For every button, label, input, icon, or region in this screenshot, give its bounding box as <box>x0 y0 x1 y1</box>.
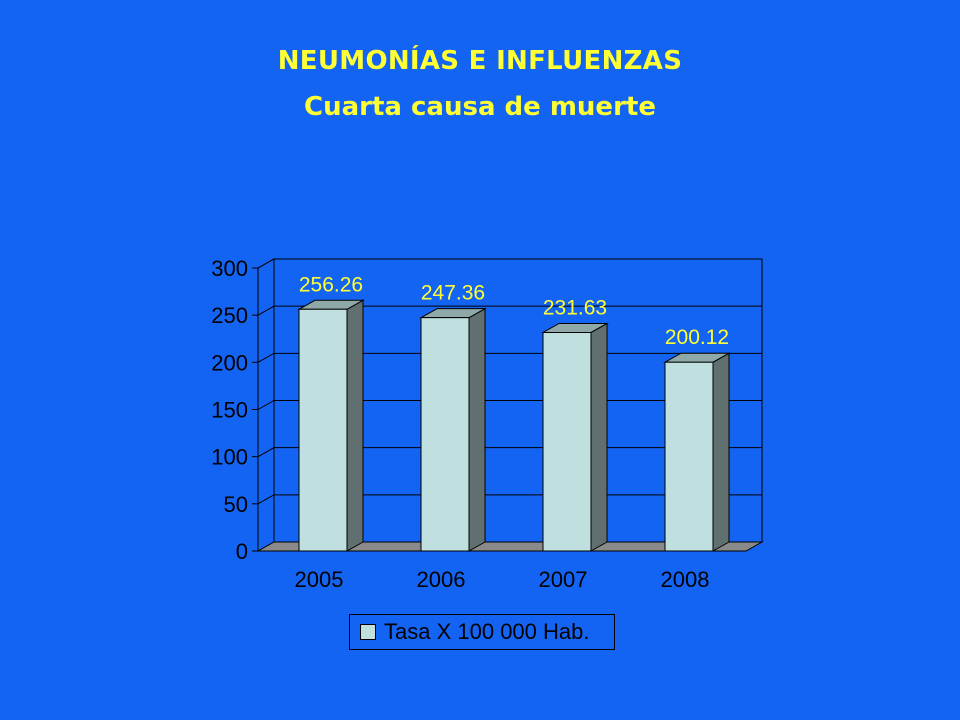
bar-side <box>712 352 730 552</box>
x-tick-label: 2006 <box>417 567 466 592</box>
slide-title: NEUMONÍAS E INFLUENZAS <box>277 46 683 76</box>
y-tick-label: 50 <box>224 492 248 517</box>
y-tick-label: 150 <box>211 398 248 423</box>
slide-subtitle: Cuarta causa de muerte <box>304 92 656 122</box>
y-tick-label: 0 <box>236 539 248 564</box>
legend-label: Tasa X 100 000 Hab. <box>384 619 590 644</box>
y-tick-label: 200 <box>211 350 248 375</box>
data-label: 256.26 <box>299 273 363 296</box>
y-tick-label: 250 <box>211 303 248 328</box>
bar <box>664 361 714 552</box>
x-tick-label: 2005 <box>295 567 344 592</box>
chart-legend: Tasa X 100 000 Hab. <box>349 614 615 650</box>
data-label: 247.36 <box>421 282 485 305</box>
bar-side <box>590 322 608 552</box>
gridline <box>257 305 762 316</box>
bar <box>420 317 470 552</box>
gridline <box>257 258 762 269</box>
y-tick-label: 300 <box>211 256 248 281</box>
bar-side <box>346 299 364 552</box>
data-label: 231.63 <box>543 296 607 319</box>
bar <box>298 308 348 552</box>
bar <box>542 331 592 552</box>
y-tick-label: 100 <box>211 445 248 470</box>
data-label: 200.12 <box>665 326 729 349</box>
x-tick-label: 2008 <box>661 567 710 592</box>
legend-swatch <box>360 624 376 640</box>
bar-side <box>468 307 486 552</box>
x-tick-label: 2007 <box>539 567 588 592</box>
